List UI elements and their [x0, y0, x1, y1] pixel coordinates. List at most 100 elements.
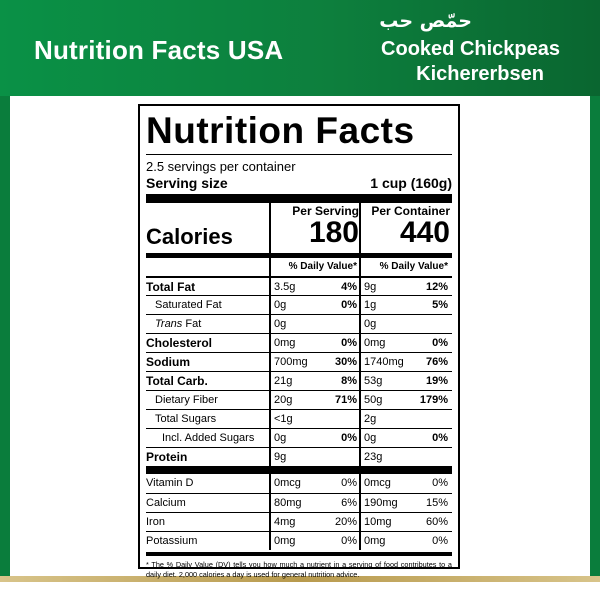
nutrient-amount: 0g — [364, 429, 376, 447]
nutrient-amount: 4mg — [274, 513, 295, 531]
nutrient-row: Incl. Added Sugars 0g 0% 0g 0% — [146, 428, 452, 447]
nutrient-name: Total Fat — [146, 278, 269, 295]
nutrient-name: Total Sugars — [146, 410, 269, 428]
per-serving-column: Per Serving 180 — [269, 203, 359, 253]
nutrient-amount: 190mg — [364, 494, 398, 512]
serving-size-value: 1 cup (160g) — [370, 175, 452, 192]
nutrient-cell: 21g 8% — [269, 372, 359, 390]
nutrient-cell: 0mg 0% — [359, 334, 450, 352]
nutrient-row: Saturated Fat 0g 0% 1g 5% — [146, 295, 452, 314]
nutrient-percent: 76% — [426, 353, 448, 371]
daily-value-footnote: * The % Daily Value (DV) tells you how m… — [146, 556, 452, 580]
nutrient-amount: 0g — [274, 315, 286, 333]
nutrient-cell: 700mg 30% — [269, 353, 359, 371]
nutrient-cell: 9g 12% — [359, 278, 450, 295]
nutrient-cell: 0g 0% — [269, 429, 359, 447]
vitamin-row: Iron 4mg 20% 10mg 60% — [146, 512, 452, 531]
nutrient-name: Total Carb. — [146, 372, 269, 390]
nutrient-amount: 1740mg — [364, 353, 404, 371]
nutrient-cell: 20g 71% — [269, 391, 359, 409]
nutrient-amount: 9g — [274, 448, 286, 466]
calories-block: Calories Per Serving 180 Per Container 4… — [146, 203, 452, 253]
nutrient-cell: 53g 19% — [359, 372, 450, 390]
nutrient-amount: 700mg — [274, 353, 308, 371]
nutrient-amount: 1g — [364, 296, 376, 314]
thick-divider — [146, 194, 452, 203]
nutrient-percent: 20% — [335, 513, 357, 531]
vitamin-name: Iron — [146, 513, 269, 531]
nutrient-cell: 0mg 0% — [359, 532, 450, 550]
nutrition-label: Nutrition Facts 2.5 servings per contain… — [138, 104, 460, 569]
nutrient-amount: 23g — [364, 448, 382, 466]
english-product-name: Cooked Chickpeas — [381, 38, 560, 61]
dv-header-container: % Daily Value* — [359, 258, 450, 276]
nutrient-amount: 0g — [274, 296, 286, 314]
nutrient-row: Total Carb. 21g 8% 53g 19% — [146, 371, 452, 390]
nutrient-amount: 50g — [364, 391, 382, 409]
nutrient-name: Saturated Fat — [146, 296, 269, 314]
nutrient-percent: 19% — [426, 372, 448, 390]
nutrient-amount: 0mcg — [274, 474, 301, 493]
nutrient-percent: 0% — [341, 296, 357, 314]
nutrient-percent: 0% — [341, 532, 357, 550]
nutrient-cell: 3.5g 4% — [269, 278, 359, 295]
vitamin-row: Vitamin D 0mcg 0% 0mcg 0% — [146, 474, 452, 493]
nutrient-percent: 0% — [341, 474, 357, 493]
nutrient-name: Incl. Added Sugars — [146, 429, 269, 447]
nutrient-cell: 23g — [359, 448, 450, 466]
nutrient-amount: 80mg — [274, 494, 302, 512]
nutrient-percent: 5% — [432, 296, 448, 314]
nutrient-percent: 0% — [341, 429, 357, 447]
per-container-column: Per Container 440 — [359, 203, 450, 253]
vitamin-row: Calcium 80mg 6% 190mg 15% — [146, 493, 452, 512]
nutrient-cell: 0g — [269, 315, 359, 333]
thick-divider — [146, 466, 452, 474]
nutrient-amount: 21g — [274, 372, 292, 390]
banner-title: Nutrition Facts USA — [34, 35, 283, 66]
nutrient-cell: 80mg 6% — [269, 494, 359, 512]
nutrient-percent: 60% — [426, 513, 448, 531]
nutrient-cell: 0mcg 0% — [269, 474, 359, 493]
nutrient-name: Dietary Fiber — [146, 391, 269, 409]
nutrient-amount: 0g — [364, 315, 376, 333]
nutrient-amount: 2g — [364, 410, 376, 428]
calories-label: Calories — [146, 203, 269, 253]
nutrient-cell: 50g 179% — [359, 391, 450, 409]
nutrient-cell: 1740mg 76% — [359, 353, 450, 371]
nutrient-cell: 2g — [359, 410, 450, 428]
nutrient-name: Trans Fat — [146, 315, 269, 333]
nutrient-cell: 190mg 15% — [359, 494, 450, 512]
nutrient-row: Dietary Fiber 20g 71% 50g 179% — [146, 390, 452, 409]
nutrient-name: Sodium — [146, 353, 269, 371]
nutrient-cell: 0g 0% — [269, 296, 359, 314]
servings-per-container: 2.5 servings per container — [146, 158, 452, 175]
nutrient-row: Total Sugars <1g 2g — [146, 409, 452, 428]
nutrient-cell: 10mg 60% — [359, 513, 450, 531]
nutrient-amount: 9g — [364, 278, 376, 295]
dv-header-serving: % Daily Value* — [269, 258, 359, 276]
nutrient-cell: 0g 0% — [359, 429, 450, 447]
vitamin-name: Potassium — [146, 532, 269, 550]
nutrient-percent: 15% — [426, 494, 448, 512]
nutrient-amount: <1g — [274, 410, 293, 428]
calories-per-container: 440 — [364, 218, 450, 248]
nutrient-amount: 0g — [274, 429, 286, 447]
vitamin-table: Vitamin D 0mcg 0% 0mcg 0% Calcium 80mg 6% 190mg 1… — [146, 474, 452, 550]
serving-size-row: Serving size 1 cup (160g) — [146, 175, 452, 192]
nutrient-percent: 6% — [341, 494, 357, 512]
nutrient-row: Cholesterol 0mg 0% 0mg 0% — [146, 333, 452, 352]
serving-size-label: Serving size — [146, 175, 228, 192]
nutrient-cell: 1g 5% — [359, 296, 450, 314]
vitamin-name: Vitamin D — [146, 474, 269, 493]
nutrient-amount: 10mg — [364, 513, 392, 531]
nutrient-cell: 0g — [359, 315, 450, 333]
nutrient-name: Protein — [146, 448, 269, 466]
nutrient-amount: 0mg — [274, 532, 295, 550]
nutrient-amount: 0mg — [364, 334, 385, 352]
nutrient-cell: 9g — [269, 448, 359, 466]
vitamin-name: Calcium — [146, 494, 269, 512]
nutrient-row: Total Fat 3.5g 4% 9g 12% — [146, 276, 452, 295]
nutrient-percent: 12% — [426, 278, 448, 295]
nutrient-amount: 53g — [364, 372, 382, 390]
nutrient-percent: 8% — [341, 372, 357, 390]
